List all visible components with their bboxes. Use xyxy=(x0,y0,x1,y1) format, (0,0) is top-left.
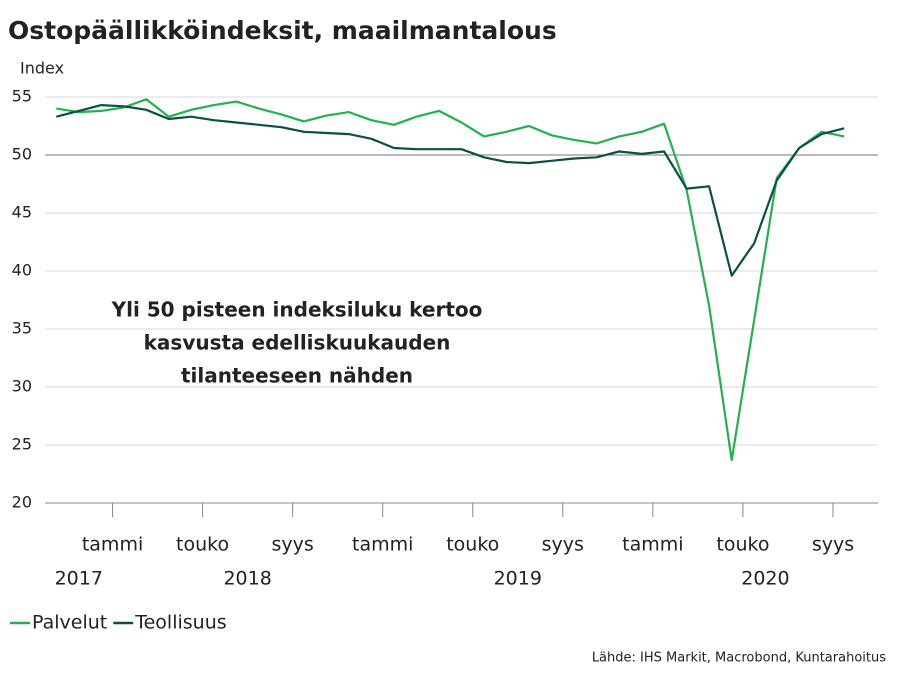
line-series xyxy=(56,98,845,462)
y-axis-label: Index xyxy=(20,59,64,78)
x-tick-label: touko xyxy=(716,534,769,556)
x-tick-label: syys xyxy=(542,534,584,556)
y-tick-label: 20 xyxy=(12,493,32,512)
x-year-label: 2020 xyxy=(741,568,789,590)
x-tick-label: touko xyxy=(176,534,229,556)
y-tick-label: 45 xyxy=(12,203,32,222)
x-year-label: 2018 xyxy=(223,568,271,590)
y-tick-label: 25 xyxy=(12,435,32,454)
source: Lähde: IHS Markit, Macrobond, Kuntarahoi… xyxy=(592,651,886,666)
annotation: tilanteeseen nähden xyxy=(181,364,413,388)
y-tick-label: 55 xyxy=(12,87,32,106)
y-tick-label: 35 xyxy=(12,319,32,338)
x-year-label: 2019 xyxy=(494,568,542,590)
y-tick-label: 50 xyxy=(12,145,32,164)
x-tick-label: touko xyxy=(446,534,499,556)
annotation: Yli 50 pisteen indeksiluku kertoo xyxy=(111,298,483,322)
y-tick-label: 40 xyxy=(12,261,32,280)
x-tick-label: tammi xyxy=(82,534,143,556)
legend-label: Teollisuus xyxy=(134,612,226,634)
x-tick-label: tammi xyxy=(622,534,683,556)
x-tick-label: syys xyxy=(272,534,314,556)
legend-label: Palvelut xyxy=(32,612,107,634)
chart-title: Ostopäällikköindeksit, maailmantalous xyxy=(8,16,557,45)
x-tick-label: syys xyxy=(812,534,854,556)
annotation: kasvusta edelliskuukauden xyxy=(144,331,451,355)
y-tick-label: 30 xyxy=(12,377,32,396)
x-year-label: 2017 xyxy=(55,568,103,590)
line-series xyxy=(56,104,845,277)
x-tick-label: tammi xyxy=(352,534,413,556)
